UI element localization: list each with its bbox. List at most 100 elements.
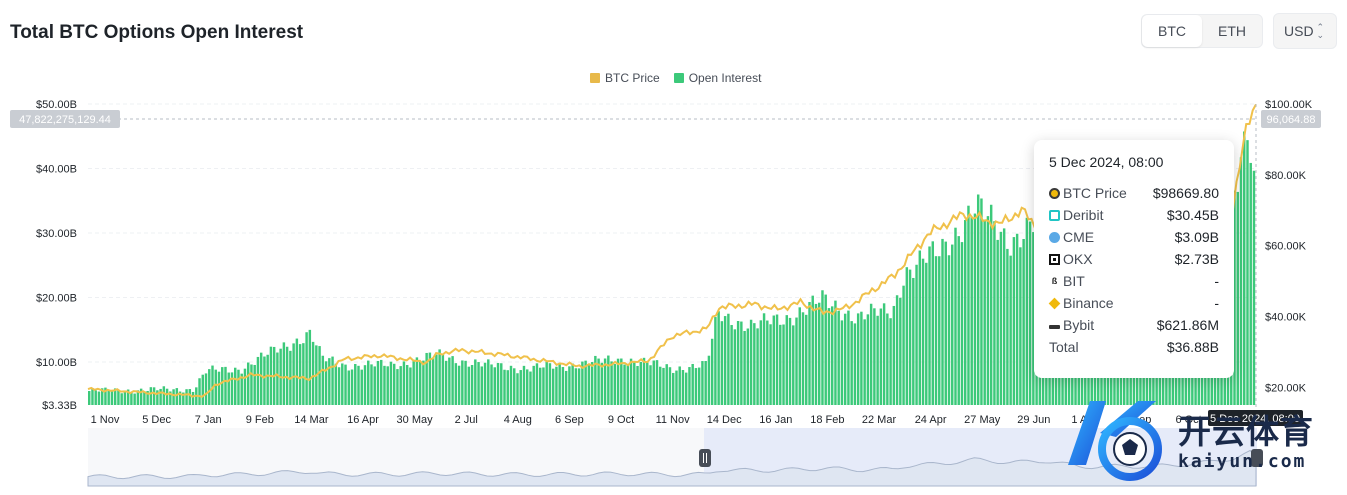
oi-bar <box>895 295 899 405</box>
tooltip-row-label: CME <box>1063 229 1095 245</box>
oi-bar <box>191 391 195 405</box>
oi-bar <box>198 378 201 405</box>
oi-bar <box>535 363 539 405</box>
asset-option-btc[interactable]: BTC <box>1142 15 1202 47</box>
navigator-handle-right[interactable] <box>1251 449 1263 467</box>
oi-bar <box>1019 247 1022 405</box>
oi-bar <box>487 359 490 405</box>
legend-item-btc-price[interactable]: BTC Price <box>590 71 660 85</box>
oi-bar <box>328 358 331 405</box>
oi-bar <box>938 256 941 405</box>
oi-bar <box>519 370 522 405</box>
y-right-tick: $20.00K <box>1265 382 1307 394</box>
currency-select[interactable]: USD ⌃ ⌄ <box>1273 13 1337 49</box>
tooltip-total-value: $36.88B <box>1166 339 1219 355</box>
oi-bar <box>292 343 295 405</box>
x-tick: 22 Mar <box>862 414 897 426</box>
oi-bar <box>461 360 464 405</box>
oi-bar <box>577 368 581 405</box>
oi-bar <box>814 303 818 405</box>
watermark-cn: 开云体育 <box>1178 413 1314 450</box>
oi-bar <box>441 354 445 405</box>
oi-bar <box>324 361 328 405</box>
oi-bar <box>214 369 217 405</box>
oi-bar <box>743 330 746 405</box>
oi-bar <box>451 356 454 405</box>
oi-bar <box>221 367 224 405</box>
tooltip-row-label: Bybit <box>1063 317 1095 333</box>
oi-bar <box>837 310 840 405</box>
oi-bar <box>892 305 896 405</box>
oi-bar <box>960 242 964 405</box>
oi-bar <box>551 368 555 405</box>
oi-bar <box>538 367 542 405</box>
oi-bar <box>389 361 393 405</box>
navigator-handle-left[interactable] <box>699 449 711 467</box>
oi-bar <box>600 362 604 405</box>
oi-bar <box>295 338 299 405</box>
oi-bar <box>983 219 986 405</box>
currency-select-value: USD <box>1284 23 1314 39</box>
crosshair-right-bg <box>1261 110 1321 128</box>
range-navigator <box>87 428 1263 487</box>
oi-bar <box>866 314 870 405</box>
oi-bar <box>133 393 136 405</box>
oi-bar <box>182 392 185 405</box>
oi-bar <box>980 198 983 405</box>
oi-bar <box>412 361 415 405</box>
asset-option-eth[interactable]: ETH <box>1218 23 1246 39</box>
y-left-tick: $10.00B <box>36 357 77 369</box>
oi-bar <box>100 388 104 405</box>
oi-bar <box>208 369 211 405</box>
oi-bar <box>110 391 114 405</box>
oi-bar <box>217 371 221 405</box>
oi-bar <box>756 328 759 405</box>
oi-bar <box>399 366 402 405</box>
oi-bar <box>276 352 279 405</box>
oi-bar <box>88 391 91 405</box>
oi-bar <box>444 360 448 405</box>
chevron-updown-icon: ⌃ ⌄ <box>1316 22 1324 40</box>
oi-bar <box>672 372 675 405</box>
oi-bar <box>162 386 166 405</box>
oi-bar <box>178 391 182 405</box>
oi-bar <box>801 312 805 405</box>
oi-bar <box>843 313 847 405</box>
oi-bar <box>720 321 724 405</box>
x-tick: 24 Apr <box>915 414 947 426</box>
oi-bar <box>402 361 406 405</box>
oi-bar <box>149 387 153 405</box>
oi-bar <box>655 360 659 405</box>
oi-bar <box>597 358 600 405</box>
oi-bar <box>146 390 149 405</box>
oi-bar <box>169 391 172 405</box>
x-tick: 18 Feb <box>810 414 844 426</box>
oi-bar <box>1006 248 1009 405</box>
oi-bar <box>993 221 996 405</box>
crosshair-left-label: 47,822,275,129.44 <box>19 114 111 126</box>
oi-bar <box>337 367 341 405</box>
oi-bar <box>542 367 545 405</box>
oi-bar <box>152 387 156 405</box>
legend-item-open-interest[interactable]: Open Interest <box>673 71 761 85</box>
oi-bar <box>759 320 763 405</box>
oi-bar <box>772 315 776 405</box>
oi-bar <box>639 361 642 405</box>
tooltip-row-value: - <box>1214 273 1219 289</box>
oi-bar <box>999 231 1003 405</box>
oi-bar <box>581 361 584 405</box>
oi-bar <box>305 332 308 405</box>
oi-bar <box>568 366 571 405</box>
oi-bar <box>792 325 795 405</box>
oi-bar <box>1233 190 1236 405</box>
oi-bar <box>584 360 587 405</box>
oi-bar <box>334 363 338 405</box>
y-left-tick: $50.00B <box>36 99 77 111</box>
oi-bar <box>931 241 934 405</box>
tooltip-row-value: $30.45B <box>1166 207 1219 223</box>
oi-bar <box>392 363 396 405</box>
oi-bar <box>626 364 630 405</box>
oi-bar <box>470 364 474 405</box>
oi-bar <box>357 365 360 405</box>
oi-bar <box>610 361 613 405</box>
